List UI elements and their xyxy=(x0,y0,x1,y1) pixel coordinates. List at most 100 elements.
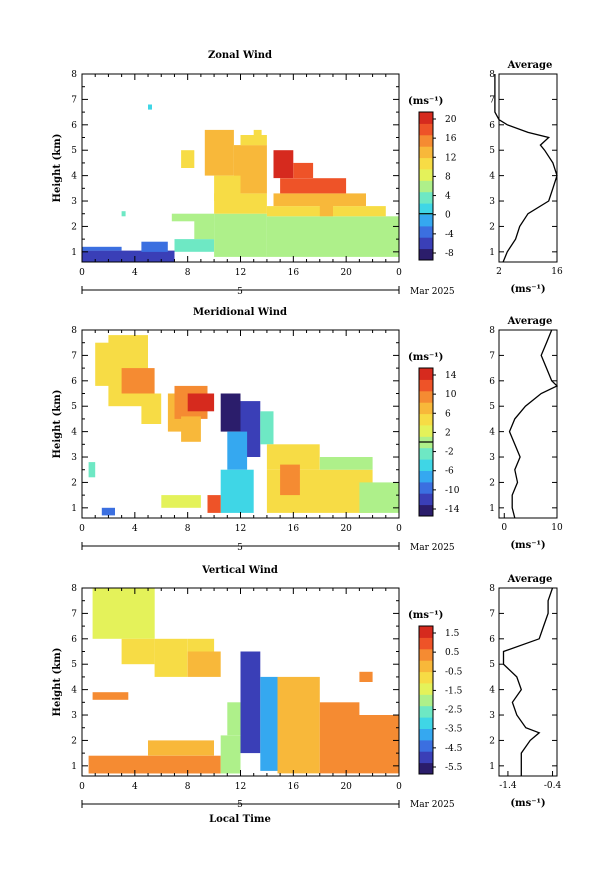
colorbar-frame xyxy=(418,625,434,775)
vertical-month-label: Mar 2025 xyxy=(410,800,455,810)
heatmap-cell-21 xyxy=(253,129,262,138)
colorbar-swatch xyxy=(419,214,433,227)
meridional-date-label: 5 xyxy=(237,543,243,553)
colorbar-tick-label: -5.5 xyxy=(445,763,463,773)
heatmap-cell-4 xyxy=(187,638,215,652)
y-tick-label: 1 xyxy=(71,504,77,514)
x-tick-label: 4 xyxy=(132,268,138,278)
heatmap-cell-6 xyxy=(148,740,214,756)
colorbar-swatch xyxy=(419,180,433,193)
vertical-date-label: 5 xyxy=(237,800,243,810)
colorbar-tick-label: 1.5 xyxy=(445,629,460,639)
colorbar-swatch xyxy=(419,424,433,437)
y-tick-label: 6 xyxy=(71,121,77,131)
heatmap-cell-17 xyxy=(273,193,366,207)
zonal-avg-title: Average xyxy=(507,60,553,71)
colorbar-frame xyxy=(418,111,434,261)
colorbar-swatch xyxy=(419,694,433,707)
colorbar-swatch xyxy=(419,146,433,159)
avg-profile-line xyxy=(502,587,554,776)
zonal-date-bar: 5 Mar 2025 xyxy=(81,286,455,297)
x-tick-label: 0 xyxy=(396,782,402,792)
vertical-avg-xlabel: (ms⁻¹) xyxy=(510,798,545,809)
colorbar-swatch xyxy=(419,203,433,215)
heatmap-cell-4 xyxy=(121,211,126,217)
x-tick-label: 0 xyxy=(396,268,402,278)
colorbar-swatch xyxy=(419,626,433,638)
heatmap-cell-7 xyxy=(220,735,241,774)
heatmap-cell-10 xyxy=(260,676,278,771)
avg-x-tick-label: 10 xyxy=(551,523,563,533)
colorbar-tick-label: 10 xyxy=(445,390,457,400)
heatmap-cell-9 xyxy=(240,651,261,754)
colorbar-swatch xyxy=(419,390,433,403)
zonal-colorbar: 20 16 12 8 4 0 -4 -8 xyxy=(418,111,457,261)
colorbar-swatch xyxy=(419,368,433,380)
heatmap-cell-15 xyxy=(92,692,129,700)
colorbar-swatch xyxy=(419,134,433,147)
heatmap-cell-16 xyxy=(280,464,300,496)
x-tick-label: 12 xyxy=(235,782,246,792)
y-tick-label: 7 xyxy=(71,351,77,361)
colorbar-tick-label: -6 xyxy=(445,467,454,477)
y-tick-label: 2 xyxy=(71,478,77,488)
heatmap-cell-19 xyxy=(273,150,294,179)
meridional-ylabel: Height (km) xyxy=(52,390,63,459)
avg-y-tick-label: 4 xyxy=(489,428,495,438)
avg-x-tick-label: -1.4 xyxy=(499,781,517,791)
avg-y-tick-label: 3 xyxy=(489,711,495,721)
heatmap-cell-14 xyxy=(359,671,373,682)
avg-profile-line xyxy=(494,74,558,263)
heatmap-cell-3 xyxy=(141,393,162,424)
colorbar-tick-label: -2.5 xyxy=(445,706,463,716)
heatmap-cell-6 xyxy=(171,213,215,222)
avg-y-tick-label: 1 xyxy=(489,248,495,258)
colorbar-swatch xyxy=(419,493,433,506)
vertical-ylabel: Height (km) xyxy=(52,648,63,717)
heatmap-cell-2 xyxy=(154,638,188,677)
avg-y-tick-label: 7 xyxy=(489,95,495,105)
heatmap-cell-0 xyxy=(82,250,175,262)
colorbar-tick-label: 20 xyxy=(445,115,457,125)
colorbar-tick-label: 12 xyxy=(445,153,456,163)
colorbar-tick-label: 6 xyxy=(445,409,451,419)
y-tick-label: 6 xyxy=(71,377,77,387)
meridional-month-label: Mar 2025 xyxy=(410,543,455,553)
x-tick-label: 8 xyxy=(185,782,191,792)
y-tick-label: 3 xyxy=(71,711,77,721)
x-tick-label: 16 xyxy=(288,524,300,534)
colorbar-swatch xyxy=(419,237,433,250)
heatmap-cell-10 xyxy=(181,150,195,168)
heatmap-cell-18 xyxy=(359,482,399,513)
x-tick-label: 8 xyxy=(185,268,191,278)
colorbar-swatch xyxy=(419,682,433,695)
x-tick-label: 0 xyxy=(79,524,85,534)
colorbar-tick-label: -2 xyxy=(445,448,454,458)
meridional-title: Meridional Wind xyxy=(193,307,287,318)
colorbar-swatch xyxy=(419,705,433,718)
y-tick-label: 4 xyxy=(71,686,77,696)
colorbar-tick-label: 8 xyxy=(445,172,451,182)
colorbar-tick-label: 16 xyxy=(445,134,457,144)
heatmap-cell-10 xyxy=(227,431,248,470)
meridional-avg-frame xyxy=(498,329,558,519)
y-tick-label: 7 xyxy=(71,609,77,619)
y-tick-label: 3 xyxy=(71,453,77,463)
heatmap-cell-13 xyxy=(260,411,274,445)
heatmap-cell-6 xyxy=(187,393,215,412)
heatmap-cell-18 xyxy=(280,178,347,194)
x-tick-label: 8 xyxy=(185,524,191,534)
vertical-heatmap xyxy=(88,588,400,774)
heatmap-cell-14 xyxy=(240,135,267,146)
y-tick-label: 5 xyxy=(71,660,77,670)
colorbar-swatch xyxy=(419,112,433,124)
colorbar-swatch xyxy=(419,751,433,764)
heatmap-cell-11 xyxy=(204,129,234,176)
heatmap-cell-21 xyxy=(161,495,201,508)
